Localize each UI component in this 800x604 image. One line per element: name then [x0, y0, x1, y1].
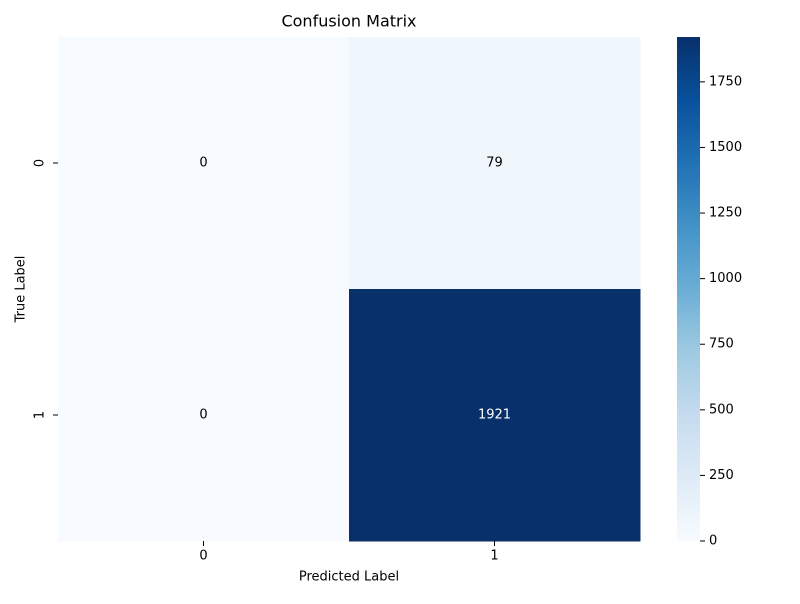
- colorbar-tick-label: 500: [709, 402, 734, 417]
- colorbar-tick-label: 1250: [709, 206, 742, 221]
- colorbar-tick-label: 250: [709, 468, 734, 483]
- heatmap-cell: [58, 37, 350, 290]
- colorbar-tick-label: 1500: [709, 140, 742, 155]
- colorbar-tick-label: 1750: [709, 74, 742, 89]
- colorbar: [677, 37, 700, 541]
- cell-value-label: 79: [486, 156, 503, 171]
- x-tick-label: 1: [490, 549, 498, 564]
- x-tick-label: 0: [199, 549, 207, 564]
- y-axis-label: True Label: [14, 256, 29, 324]
- heatmap-cell: [349, 37, 641, 290]
- cell-value-label: 1921: [478, 408, 511, 423]
- heatmap-cell: [58, 289, 350, 542]
- y-tick-label: 0: [33, 159, 48, 167]
- x-axis-label: Predicted Label: [299, 570, 399, 585]
- heatmap-cell: [349, 289, 641, 542]
- cell-value-label: 0: [199, 156, 207, 171]
- cell-value-label: 0: [199, 408, 207, 423]
- colorbar-tick-label: 0: [709, 534, 717, 549]
- colorbar-tick-label: 750: [709, 337, 734, 352]
- y-tick-label: 1: [33, 411, 48, 419]
- colorbar-tick-label: 1000: [709, 271, 742, 286]
- chart-title: Confusion Matrix: [281, 12, 416, 31]
